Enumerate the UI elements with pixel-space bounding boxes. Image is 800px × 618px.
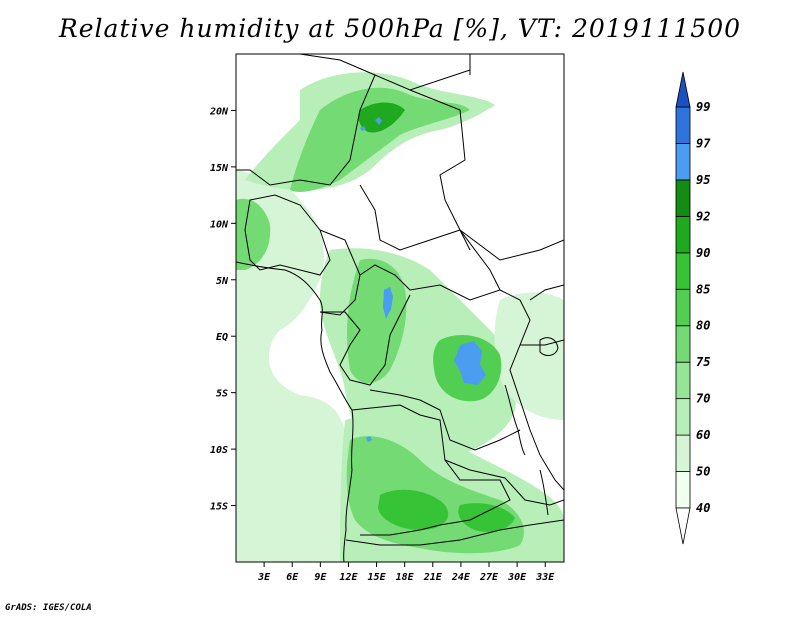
border-sudan-east [459,54,564,261]
colorbar-swatch [675,325,691,363]
colorbar-swatch [675,471,691,509]
colorbar-label: 92 [696,209,710,223]
colorbar-swatch [675,143,691,181]
lake-malawi [539,469,549,516]
lat-tick-label: 20N [209,106,229,117]
lon-tick-label: 18E [396,572,415,583]
border-drc-east [499,289,541,456]
border-nigeria [244,194,331,276]
border-namibia [345,519,564,546]
lat-tick-label: 10S [210,445,228,456]
humidity-core-north [358,102,405,133]
lat-tick-label: EQ [216,332,228,343]
colorbar-swatch [675,106,691,144]
colorbar-label: 85 [696,282,710,296]
colorbar-swatch [675,215,691,254]
colorbar-label: 97 [696,136,711,150]
colorbar: 99 97 95 92 90 85 80 75 70 60 50 40 [675,71,711,545]
colorbar-label: 50 [696,465,710,479]
humidity-field [236,72,564,562]
lat-tick-label: 15S [210,502,228,513]
lat-tick-label: 5S [216,389,228,400]
colorbar-label: 99 [696,100,710,114]
colorbar-overflow-low [675,507,691,545]
map-frame [235,53,565,563]
lon-tick-label: 24E [451,572,471,583]
humidity-core-south [378,489,449,530]
humidity-peak-east [454,341,486,385]
lake-tanganyika [504,384,526,456]
lon-tick-label: 9E [314,572,327,583]
colorbar-label: 90 [696,246,710,260]
colorbar-label: 70 [696,392,710,406]
colorbar-label: 60 [696,428,710,442]
lon-tick-label: 15E [368,572,387,583]
humidity-peak-southwest [366,436,372,442]
lat-tick-label: 10N [210,219,229,230]
colorbar-label: 40 [696,501,710,515]
humidity-peak-central [383,287,393,319]
humidity-core-southeast [458,503,515,532]
country-borders [236,54,564,562]
border-zambia [444,459,564,506]
border-east-africa [520,284,564,491]
border-cameroon [319,229,361,316]
lon-tick-label: 6E [286,572,299,583]
lon-tick-label: 30E [507,572,527,583]
lon-tick-label: 12E [339,572,358,583]
latitude-axis: 20N 15N 10N 5N EQ 5S 10S 15S [209,106,236,513]
humidity-peak-north [360,117,382,131]
colorbar-overflow-high [675,71,691,108]
colorbar-swatch [675,288,691,327]
border-angola [351,404,511,536]
border-car [359,184,501,301]
colorbar-swatch [675,434,691,472]
map-title: Relative humidity at 500hPa [%], VT: 201… [58,14,742,43]
colorbar-swatch [675,252,691,290]
border-chad-niger [236,74,376,186]
colorbar-swatch [675,179,691,217]
humidity-region-east [494,292,564,420]
colorbar-swatch [675,361,691,400]
colorbar-swatch [675,398,691,436]
humidity-band-congo [347,258,407,384]
lon-tick-label: 27E [479,572,499,583]
lon-tick-label: 3E [257,572,271,583]
colorbar-label: 80 [696,319,710,333]
lake-victoria [539,337,559,356]
lon-tick-label: 21E [423,572,443,583]
longitude-axis: 3E 6E 9E 12E 15E 18E 21E 24E 27E 30E 33E [257,562,555,583]
border-drc-west [369,389,521,451]
lat-tick-label: 15N [210,163,229,174]
humidity-band-north [290,87,470,192]
humidity-band-west [236,198,271,270]
lon-tick-label: 33E [535,572,555,583]
colorbar-label: 75 [696,355,710,369]
colorbar-label: 95 [696,173,710,187]
grads-credit: GrADS: IGES/COLA [5,603,92,613]
lat-tick-label: 5N [216,276,229,287]
border-gabon-congo [320,294,411,386]
coastline [236,261,354,562]
